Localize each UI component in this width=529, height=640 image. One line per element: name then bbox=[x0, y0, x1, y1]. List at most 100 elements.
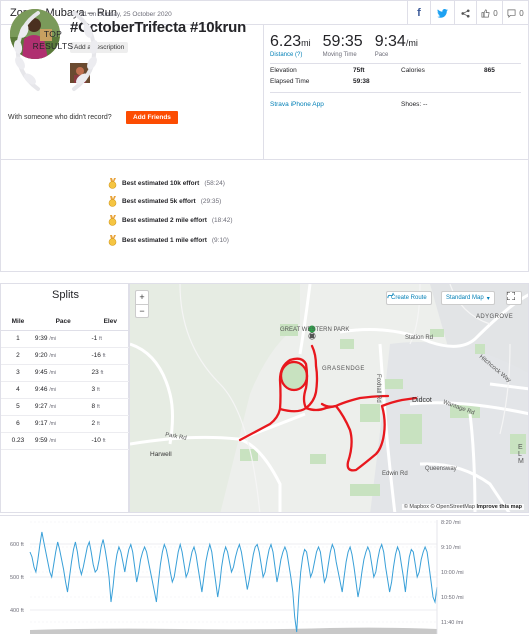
left-axis-tick: 500 ft bbox=[10, 575, 24, 581]
stat-distance: 6.23mi Distance (?) bbox=[270, 33, 311, 58]
elevation-label: Elevation bbox=[270, 67, 297, 74]
achievement-title: Best estimated 1 mile effort bbox=[122, 236, 207, 244]
pace-line bbox=[29, 531, 438, 633]
gold-medal-icon bbox=[108, 214, 117, 226]
calories-value: 865 bbox=[484, 67, 495, 74]
map-attribution: © Mapbox © OpenStreetMap Improve this ma… bbox=[401, 504, 524, 510]
splits-header-pace: Pace bbox=[34, 314, 92, 331]
split-row[interactable]: 2 9:20 /mi -16 ft bbox=[1, 347, 129, 365]
zoom-in-button[interactable]: + bbox=[139, 292, 145, 302]
chevron-down-icon: ▾ bbox=[486, 295, 490, 302]
route-start-marker bbox=[308, 325, 316, 333]
achievement-item[interactable]: Best estimated 5k effort (29:35) bbox=[108, 195, 221, 207]
split-elev: -1 ft bbox=[91, 330, 129, 348]
right-axis-tick: 10:50 /mi bbox=[441, 595, 464, 601]
header-actions: f 0 0 bbox=[407, 1, 528, 25]
map-label-queensway: Queensway bbox=[425, 466, 457, 472]
map-label-adygrove: ADYGROVE bbox=[476, 314, 514, 320]
left-axis-tick: 600 ft bbox=[10, 542, 24, 548]
map-label-foxhall-rd: Foxhall Rd bbox=[375, 374, 381, 403]
elevation-value: 75ft bbox=[353, 67, 365, 74]
right-axis-tick: 9:10 /mi bbox=[441, 545, 461, 551]
pace-label: Pace bbox=[374, 52, 389, 58]
elevation-area bbox=[30, 627, 437, 634]
stats-divider bbox=[270, 63, 521, 64]
analysis-chart[interactable]: 600 ft 500 ft 400 ft 8:20 /mi 9:10 /mi 10:00 … bbox=[0, 515, 529, 640]
achievement-title: Best estimated 5k effort bbox=[122, 197, 196, 205]
split-elev: 23 ft bbox=[91, 364, 129, 382]
stat-moving-time: 59:35 Moving Time bbox=[323, 33, 363, 58]
split-elev: -16 ft bbox=[91, 347, 129, 365]
summary-divider bbox=[263, 25, 264, 159]
distance-value: 6.23 bbox=[270, 33, 302, 50]
route-map[interactable]: + − Create Route Standard Map ▾ GREAT WE… bbox=[129, 283, 529, 513]
right-axis-tick: 10:00 /mi bbox=[441, 570, 464, 576]
map-label-great-western-park: GREAT WESTERN PARK bbox=[280, 327, 350, 333]
improve-map-link[interactable]: Improve this map bbox=[476, 504, 522, 510]
elapsed-label: Elapsed Time bbox=[270, 78, 310, 85]
moving-time-value: 59:35 bbox=[322, 33, 363, 50]
achievement-item[interactable]: Best estimated 2 mile effort (18:42) bbox=[108, 214, 233, 226]
distance-label[interactable]: Distance (?) bbox=[270, 52, 303, 58]
split-mile: 1 bbox=[1, 330, 35, 348]
split-row[interactable]: 3 9:45 /mi 23 ft bbox=[1, 364, 129, 382]
left-axis-tick: 400 ft bbox=[10, 608, 24, 614]
share-icon[interactable] bbox=[454, 1, 476, 25]
split-pace: 9:45 /mi bbox=[34, 364, 92, 382]
map-label-edwin-rd: Edwin Rd bbox=[382, 471, 408, 477]
comment-count: 0 bbox=[519, 8, 524, 18]
split-row[interactable]: 5 9:27 /mi 8 ft bbox=[1, 398, 129, 416]
split-elev: 2 ft bbox=[91, 415, 129, 433]
activity-name: #OctoberTrifecta #10krun bbox=[70, 19, 247, 36]
device-divider bbox=[270, 92, 521, 93]
map-label-grasendge: GRASENDGE bbox=[322, 366, 365, 372]
map-attribution-text[interactable]: © Mapbox © OpenStreetMap bbox=[403, 504, 475, 510]
split-row[interactable]: 0.23 9:59 /mi -10 ft bbox=[1, 432, 129, 450]
achievement-time: (58:24) bbox=[204, 179, 225, 187]
twitter-icon[interactable] bbox=[430, 1, 454, 25]
achievement-time: (29:35) bbox=[200, 197, 222, 205]
create-route-button[interactable]: Create Route bbox=[386, 291, 432, 305]
laurel-wreath-icon bbox=[13, 11, 99, 91]
right-axis-tick: 11:40 /mi bbox=[441, 620, 463, 626]
split-row[interactable]: 6 9:17 /mi 2 ft bbox=[1, 415, 129, 433]
achievement-title: Best estimated 2 mile effort bbox=[122, 216, 207, 224]
distance-unit: mi bbox=[301, 38, 311, 48]
top-results-label: TOP RESULTS bbox=[10, 28, 96, 52]
top-results-label-line1: TOP bbox=[43, 29, 63, 39]
moving-time-label: Moving Time bbox=[322, 52, 357, 58]
achievement-time: (9:10) bbox=[211, 236, 229, 244]
split-mile: 3 bbox=[1, 364, 35, 382]
route-icon bbox=[387, 292, 394, 299]
splits-title: Splits bbox=[52, 289, 79, 301]
map-canvas[interactable] bbox=[130, 284, 529, 513]
map-style-dropdown[interactable]: Standard Map ▾ bbox=[441, 291, 495, 305]
split-pace: 9:39 /mi bbox=[34, 330, 92, 348]
right-axis-tick: 8:20 /mi bbox=[441, 520, 461, 526]
gold-medal-icon bbox=[108, 195, 117, 207]
gold-medal-icon bbox=[108, 177, 117, 189]
zoom-out-button[interactable]: − bbox=[136, 304, 148, 317]
comment-button[interactable]: 0 bbox=[502, 1, 528, 25]
pace-elevation-chart[interactable]: 600 ft 500 ft 400 ft 8:20 /mi 9:10 /mi 10:00 … bbox=[0, 516, 529, 640]
facebook-icon[interactable]: f bbox=[407, 1, 430, 25]
map-zoom-control: + − bbox=[135, 290, 149, 318]
achievement-item[interactable]: Best estimated 1 mile effort (9:10) bbox=[108, 234, 229, 246]
device-link[interactable]: Strava iPhone App bbox=[270, 101, 324, 108]
achievement-item[interactable]: Best estimated 10k effort (58:24) bbox=[108, 177, 225, 189]
add-friends-button[interactable]: Add Friends bbox=[126, 111, 178, 124]
add-description-button[interactable]: Add a description bbox=[70, 42, 129, 53]
fullscreen-button[interactable] bbox=[506, 291, 522, 305]
split-elev: -10 ft bbox=[91, 432, 129, 450]
comment-icon bbox=[507, 9, 516, 18]
splits-header-elev: Elev bbox=[91, 314, 129, 331]
split-row[interactable]: 4 9:46 /mi 3 ft bbox=[1, 381, 129, 399]
split-mile: 5 bbox=[1, 398, 35, 416]
gold-medal-icon bbox=[108, 234, 117, 246]
create-route-label: Create Route bbox=[391, 295, 427, 301]
split-row[interactable]: 1 9:39 /mi -1 ft bbox=[1, 330, 129, 348]
kudos-button[interactable]: 0 bbox=[476, 1, 502, 25]
primary-stats: 6.23mi Distance (?) 59:35 Moving Time 9:… bbox=[270, 33, 430, 58]
pace-unit: /mi bbox=[405, 38, 418, 48]
someone-prompt: With someone who didn't record? bbox=[8, 114, 112, 121]
